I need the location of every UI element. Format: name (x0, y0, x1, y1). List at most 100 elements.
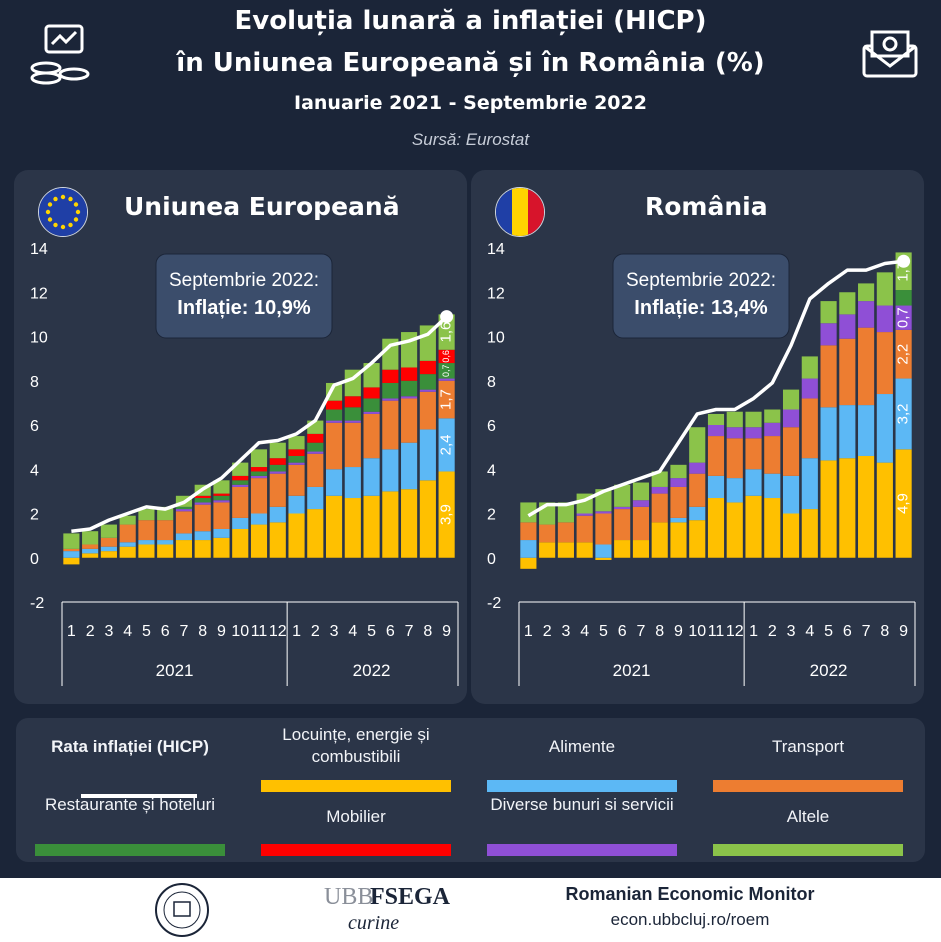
eu-bar-food (419, 429, 436, 481)
ro-bar-other (764, 409, 781, 423)
eu-x-tick-label: 6 (386, 623, 395, 640)
legend-label: Locuințe, energie și combustibili (282, 725, 430, 766)
ro-bar-transport (651, 493, 668, 523)
footer: UBB FSEGA curine Romanian Economic Monit… (0, 878, 941, 942)
eu-bar-misc (344, 420, 361, 423)
ro-bar-food (520, 540, 537, 558)
ro-bar-other (782, 389, 800, 410)
ro-bar-transport (595, 513, 612, 545)
eu-bar-food (382, 449, 399, 492)
eu-bar-transport (82, 544, 99, 549)
legend-swatch-furniture (261, 844, 451, 856)
ro-bar-other (707, 413, 725, 425)
legend-label: Rata inflației (HICP) (51, 737, 209, 756)
ro-bar-transport (557, 522, 574, 543)
eu-bar-misc (194, 502, 211, 505)
eu-bar-misc (438, 378, 455, 381)
ro-y-tick-label: -2 (487, 595, 501, 612)
ro-bar-housing (651, 522, 668, 558)
ro-bar-food (689, 506, 706, 521)
eu-x-tick-label: 12 (269, 623, 287, 640)
eu-bar-furniture (307, 433, 324, 443)
eu-bar-restaurants (213, 495, 230, 501)
ro-bar-food (876, 394, 893, 463)
ro-data-label-transport: 2,2 (895, 344, 912, 365)
ro-bar-misc (707, 425, 725, 437)
legend-line-hicp (81, 794, 197, 798)
ro-x-tick-label: 6 (843, 623, 852, 640)
eu-bar-housing (100, 551, 117, 558)
chart-title-line1: Evoluția lunară a inflației (HICP) (234, 6, 707, 36)
eu-bar-misc (175, 509, 193, 512)
ro-bar-other (858, 283, 875, 302)
ro-bar-housing (689, 520, 706, 558)
eu-bar-housing (401, 489, 418, 558)
ro-hicp-endpoint (897, 254, 911, 268)
ro-x-tick-label: 5 (599, 623, 608, 640)
ro-bar-misc (632, 500, 650, 507)
eu-bar-housing (138, 544, 155, 558)
ro-bar-misc (614, 506, 631, 510)
ro-bar-misc (876, 305, 893, 333)
eu-bar-housing (307, 509, 324, 558)
eu-bar-misc (269, 471, 286, 474)
footer-url[interactable]: econ.ubbcluj.ro/roem (610, 910, 770, 929)
ro-bar-misc (689, 462, 706, 474)
eu-bar-housing (63, 557, 80, 565)
ro-panel-title: România (645, 192, 768, 221)
eu-x-tick-label: 9 (217, 623, 226, 640)
legend-swatch-transport (713, 780, 903, 792)
ro-bar-transport (614, 509, 631, 541)
eu-bar-food (250, 513, 268, 525)
eu-x-tick-label: 10 (231, 623, 249, 640)
ro-bar-other (651, 471, 668, 487)
eu-bar-restaurants (250, 471, 268, 476)
eu-bar-restaurants (288, 455, 305, 463)
eu-bar-furniture (363, 387, 380, 399)
eu-data-label-transport: 1,7 (438, 389, 455, 410)
eu-bar-food (401, 442, 418, 490)
eu-y-tick-label: 0 (30, 551, 39, 568)
eu-bar-transport (307, 453, 324, 487)
money-envelope-icon (862, 30, 918, 78)
ro-bar-housing (595, 557, 612, 560)
ro-bar-other (726, 411, 743, 428)
signature-text: curine (348, 912, 400, 934)
legend-housing: Locuințe, energie și combustibili (261, 724, 451, 794)
ro-bar-housing (707, 498, 725, 558)
eu-x-tick-label: 11 (251, 623, 268, 640)
ro-bar-other (689, 427, 706, 463)
legend-label: Mobilier (326, 807, 386, 826)
romania-flag-icon (495, 187, 545, 237)
eu-bar-furniture (288, 449, 305, 456)
eu-hicp-endpoint (440, 310, 454, 324)
eu-bar-other (269, 442, 286, 459)
eu-bar-other (438, 314, 455, 350)
eu-bar-food (307, 486, 324, 510)
ro-bar-other (820, 301, 837, 324)
eu-bar-transport (157, 520, 174, 541)
eu-bar-furniture (344, 396, 361, 408)
eu-x-tick-label: 1 (292, 623, 301, 640)
eu-bar-housing (344, 498, 361, 558)
eu-star (47, 217, 53, 222)
fsega-logo-text: FSEGA (370, 884, 451, 910)
ro-bar-other (839, 292, 856, 315)
eu-x-tick-label: 6 (161, 623, 170, 640)
eu-bar-misc (401, 396, 418, 399)
eu-bar-other (382, 338, 399, 370)
ro-bar-other (614, 484, 631, 507)
chart-legend: Rata inflației (HICP) Locuințe, energie … (16, 718, 925, 862)
ro-y-tick-label: 6 (487, 418, 496, 435)
eu-bar-food (269, 506, 286, 523)
legend-label: Altele (786, 807, 830, 826)
ro-hicp-line (527, 259, 904, 518)
eu-bar-housing (363, 495, 380, 558)
eu-x-tick-label: 4 (123, 623, 132, 640)
eu-bar-housing (250, 524, 268, 558)
eu-bar-transport (419, 391, 436, 430)
eu-bar-housing (419, 480, 436, 558)
eu-bar-other (288, 436, 305, 450)
ro-bar-housing (782, 513, 800, 558)
